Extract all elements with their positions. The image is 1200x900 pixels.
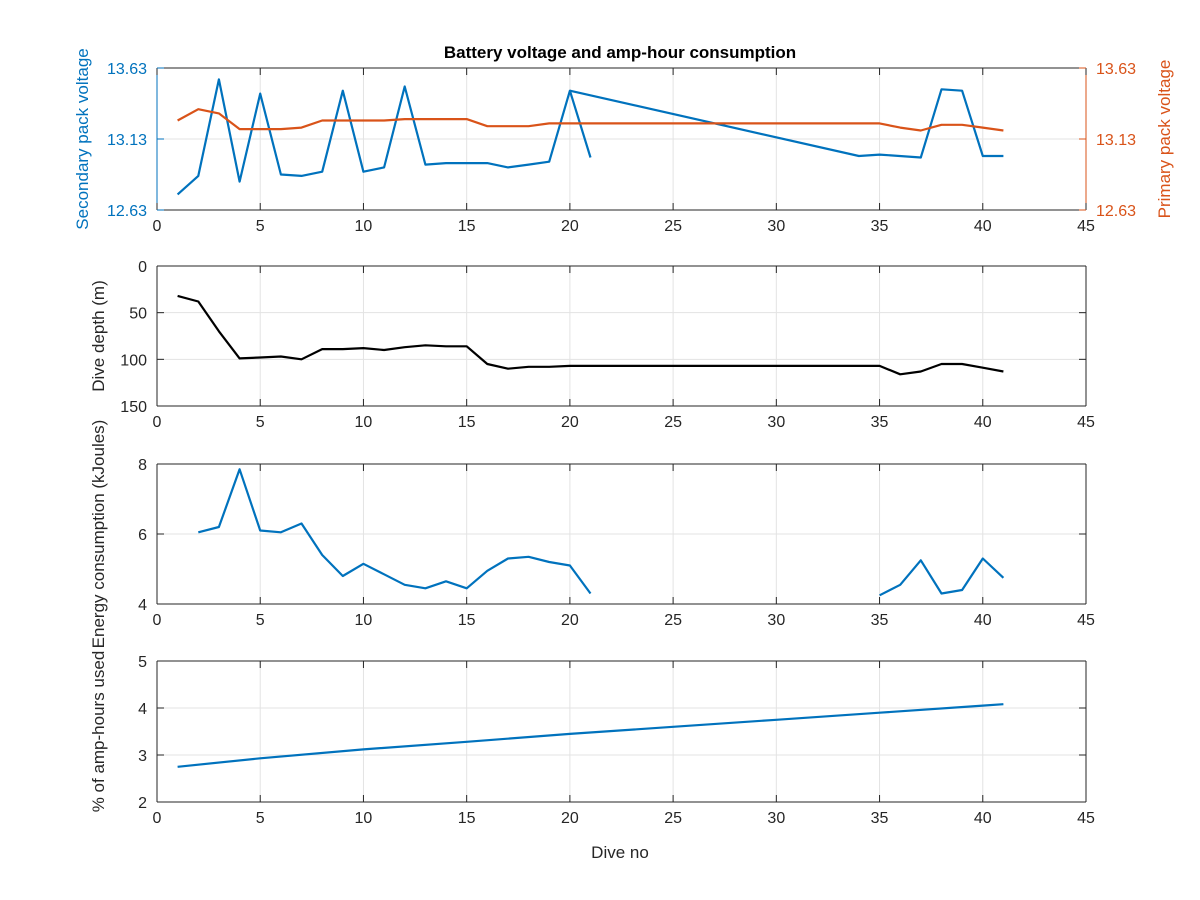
y2-tick-label: 13.13 <box>1096 132 1136 149</box>
x-tick-label: 30 <box>767 218 785 235</box>
series-line-2 <box>879 557 1005 597</box>
x-tick-label: 40 <box>974 810 992 827</box>
x-tick-label: 25 <box>664 218 682 235</box>
y2-axis-label: Primary pack voltage <box>1155 60 1174 219</box>
x-tick-label: 45 <box>1077 612 1095 629</box>
y-tick-label: 8 <box>138 457 147 474</box>
x-tick-label: 40 <box>974 218 992 235</box>
x-tick-label: 5 <box>256 218 265 235</box>
x-tick-label: 0 <box>153 218 162 235</box>
x-tick-label: 10 <box>355 810 373 827</box>
y2-tick-label: 13.63 <box>1096 61 1136 78</box>
y-tick-label: 12.63 <box>107 203 147 220</box>
y-tick-label: 5 <box>138 654 147 671</box>
x-tick-label: 5 <box>256 810 265 827</box>
y-tick-label: 6 <box>138 527 147 544</box>
y-tick-label: 13.63 <box>107 61 147 78</box>
x-tick-label: 35 <box>871 414 889 431</box>
x-tick-label: 15 <box>458 414 476 431</box>
x-tick-label: 10 <box>355 414 373 431</box>
series-line-1 <box>177 294 1004 376</box>
y-tick-label: 13.13 <box>107 132 147 149</box>
series-line-2 <box>569 88 1004 159</box>
x-tick-label: 20 <box>561 810 579 827</box>
series-line-1 <box>198 468 592 595</box>
series-line-1 <box>176 78 592 196</box>
y2-tick-label: 12.63 <box>1096 203 1136 220</box>
x-tick-label: 30 <box>767 810 785 827</box>
y-tick-label: 100 <box>120 352 147 369</box>
y-tick-label: 3 <box>138 748 147 765</box>
subplot-1: 0 5 10 15 20 25 30 35 40 4512.6313.1313.6312.6313… <box>73 48 1174 235</box>
y-axis-label: Energy consumption (kJoules) <box>89 420 108 649</box>
x-tick-label: 15 <box>458 612 476 629</box>
y-tick-label: 0 <box>138 259 147 276</box>
x-tick-label: 40 <box>974 612 992 629</box>
x-tick-label: 0 <box>153 612 162 629</box>
x-tick-label: 15 <box>458 810 476 827</box>
x-tick-label: 30 <box>767 414 785 431</box>
y-tick-label: 4 <box>138 701 147 718</box>
x-tick-label: 0 <box>153 414 162 431</box>
x-tick-label: 20 <box>561 218 579 235</box>
y-axis-label: Dive depth (m) <box>89 280 108 391</box>
series-line-3 <box>177 108 1004 132</box>
y-axis-label: % of amp-hours used <box>89 651 108 813</box>
y-tick-label: 4 <box>138 597 147 614</box>
x-tick-label: 20 <box>561 612 579 629</box>
subplot-3: 0 5 10 15 20 25 30 35 40 45 4 6 8 Energy consumption … <box>89 420 1095 649</box>
axes-root: 0 5 10 15 20 25 30 35 40 4512.6313.1313.6312.6313… <box>73 48 1174 827</box>
x-tick-label: 25 <box>664 414 682 431</box>
x-tick-label: 35 <box>871 612 889 629</box>
series-line-1 <box>177 703 1004 768</box>
x-tick-label: 35 <box>871 218 889 235</box>
x-tick-label: 45 <box>1077 414 1095 431</box>
x-tick-label: 5 <box>256 612 265 629</box>
x-tick-label: 40 <box>974 414 992 431</box>
x-tick-label: 20 <box>561 414 579 431</box>
x-tick-label: 10 <box>355 612 373 629</box>
y-axis-label: Secondary pack voltage <box>73 48 92 229</box>
y-tick-label: 150 <box>120 399 147 416</box>
subplot-2: 0 5 10 15 20 25 30 35 40 45 0 50 100 150 Dive depth (m… <box>89 259 1095 431</box>
x-tick-label: 5 <box>256 414 265 431</box>
x-tick-label: 30 <box>767 612 785 629</box>
x-tick-label: 15 <box>458 218 476 235</box>
x-tick-label: 0 <box>153 810 162 827</box>
x-axis-label: Dive no <box>591 843 649 862</box>
y-tick-label: 2 <box>138 795 147 812</box>
x-tick-label: 35 <box>871 810 889 827</box>
x-tick-label: 25 <box>664 810 682 827</box>
y-tick-label: 50 <box>129 306 147 323</box>
chart-title: Battery voltage and amp-hour consumption <box>444 43 796 62</box>
x-tick-label: 10 <box>355 218 373 235</box>
x-tick-label: 45 <box>1077 218 1095 235</box>
x-tick-label: 45 <box>1077 810 1095 827</box>
x-tick-label: 25 <box>664 612 682 629</box>
